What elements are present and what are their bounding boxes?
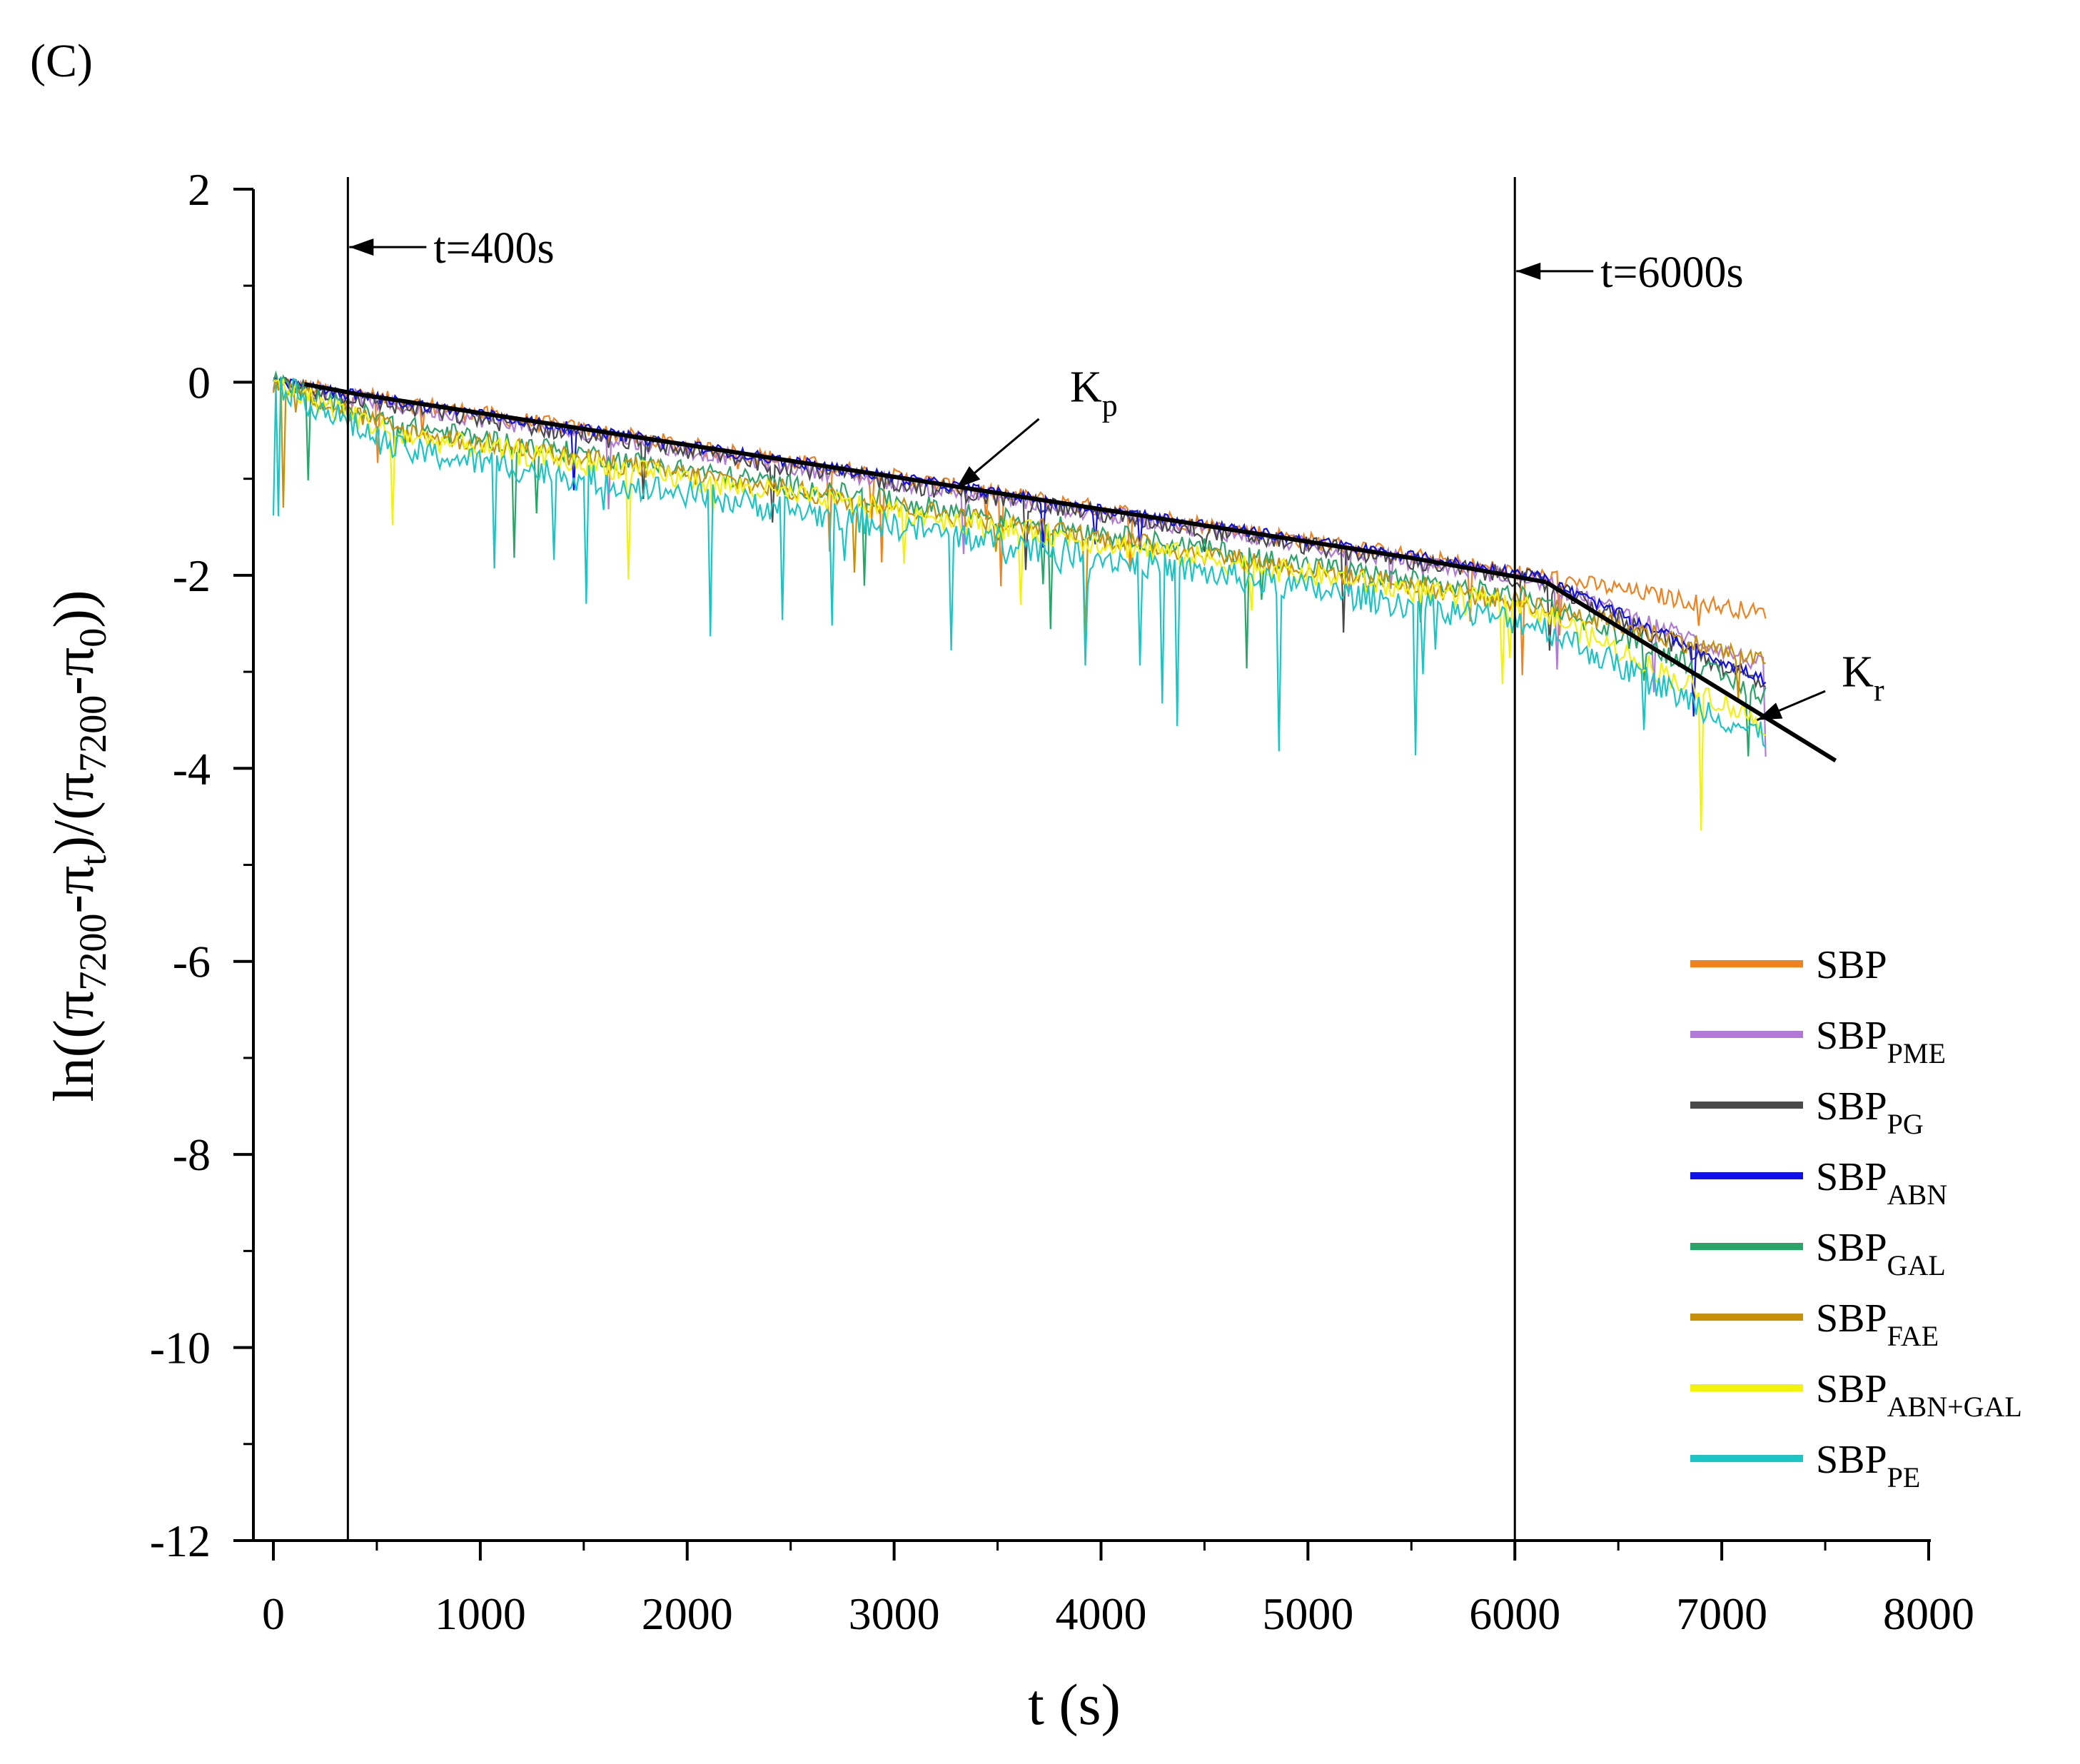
annotation-layer: t=400s t=6000s Kp Kr [346, 177, 1884, 1541]
series-layer [272, 370, 1767, 831]
annot-arrow-p-head [956, 466, 981, 489]
x-axis-title: t (s) [1028, 1672, 1121, 1737]
y-axis-title: ln((π7200-πt)/(π7200-π0)) [43, 590, 114, 1102]
vline-arrow-1-head [349, 238, 374, 256]
vline-arrow-2-head [1516, 262, 1541, 280]
legend-label-abn+gal: SBPABN+GAL [1816, 1367, 2022, 1423]
y-tick-label: -4 [173, 743, 211, 794]
x-tick-label: 6000 [1469, 1588, 1560, 1639]
vline-label-2: t=6000s [1600, 248, 1743, 297]
fit-line-kr [1545, 580, 1837, 763]
legend-label-pme: SBPPME [1816, 1014, 1946, 1069]
fit-line-kp [303, 382, 1547, 585]
series-line-abn [273, 376, 1767, 717]
fit-layer [303, 382, 1837, 763]
x-tick-label: 0 [262, 1588, 285, 1639]
legend-label-abn: SBPABN [1816, 1155, 1947, 1211]
panel-label: (C) [30, 35, 93, 87]
y-tick-label: -12 [150, 1516, 211, 1566]
x-tick-label: 4000 [1056, 1588, 1147, 1639]
legend-label-base: SBP [1816, 943, 1887, 987]
y-tick-label: 2 [188, 164, 211, 215]
legend-label-gal: SBPGAL [1816, 1226, 1946, 1281]
x-tick-label: 1000 [435, 1588, 526, 1639]
legend-label-pg: SBPPG [1816, 1084, 1924, 1140]
series-line-fae [272, 378, 1766, 700]
y-tick-label: 0 [188, 357, 211, 408]
series-line-pe [272, 376, 1767, 756]
y-tick-label: -8 [173, 1129, 211, 1180]
series-line-abn+gal [273, 378, 1767, 831]
x-tick-label: 8000 [1883, 1588, 1974, 1639]
legend-label-pe: SBPPE [1816, 1438, 1920, 1493]
x-tick-label: 7000 [1676, 1588, 1767, 1639]
y-tick-label: -2 [173, 550, 211, 601]
y-tick-label: -6 [173, 937, 211, 987]
x-tick-label: 3000 [849, 1588, 940, 1639]
annot-label-p: Kp [1070, 363, 1118, 423]
axes-layer: 0 1000 2000 3000 4000 5000 6000 7000 8000 2 0 -2 -4 -… [150, 164, 1974, 1639]
vline-label-1: t=400s [433, 224, 554, 273]
series-line-pg [273, 376, 1766, 690]
legend: SBP SBPPME SBPPG SBPABN SBPGAL SBPFAE SBPABN+G… [1690, 943, 2022, 1493]
annot-label-r: Kr [1842, 647, 1884, 707]
x-tick-label: 2000 [642, 1588, 733, 1639]
legend-label-fae: SBPFAE [1816, 1296, 1939, 1352]
y-tick-label: -10 [150, 1323, 211, 1374]
annot-arrow-r-head [1757, 702, 1783, 720]
x-tick-label: 5000 [1262, 1588, 1353, 1639]
